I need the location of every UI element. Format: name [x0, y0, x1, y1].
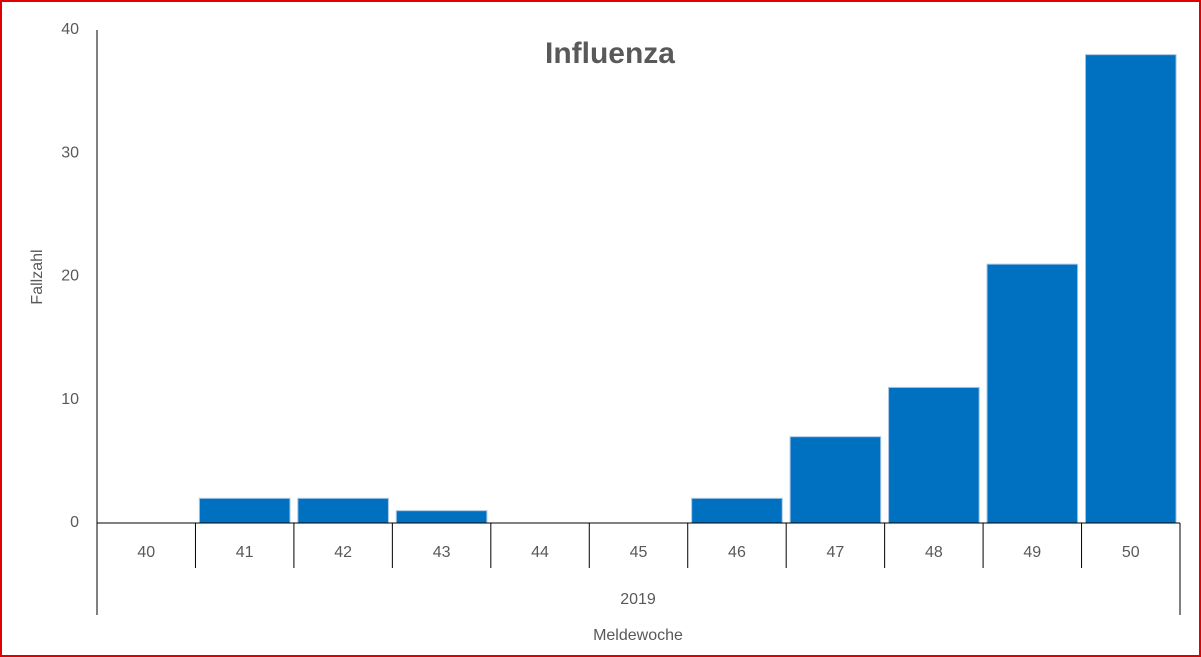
chart-title: Influenza	[545, 37, 675, 70]
x-tick-label: 43	[433, 544, 451, 561]
y-axis-label: Fallzahl	[29, 249, 46, 304]
x-tick-label: 41	[236, 544, 254, 561]
x-group-label: 2019	[620, 591, 656, 608]
bar	[789, 436, 882, 524]
y-tick-label: 20	[61, 268, 79, 285]
x-tick-label: 50	[1122, 544, 1140, 561]
bar	[888, 386, 980, 524]
bar	[691, 497, 783, 524]
x-tick-label: 45	[630, 544, 648, 561]
y-tick-label: 40	[61, 21, 79, 38]
x-axis-label: Meldewoche	[593, 627, 683, 644]
bar	[297, 497, 389, 524]
x-tick-label: 40	[137, 544, 155, 561]
x-tick-label: 42	[334, 544, 352, 561]
bar	[198, 497, 291, 524]
y-tick-label: 30	[61, 144, 79, 161]
bar	[395, 510, 488, 524]
y-tick-label: 0	[70, 514, 79, 531]
y-tick-label: 10	[61, 391, 79, 408]
bar	[1084, 54, 1177, 524]
bar	[986, 263, 1079, 524]
x-tick-label: 46	[728, 544, 746, 561]
x-tick-label: 44	[531, 544, 549, 561]
x-tick-label: 47	[827, 544, 845, 561]
x-tick-label: 48	[925, 544, 943, 561]
x-tick-label: 49	[1023, 544, 1041, 561]
